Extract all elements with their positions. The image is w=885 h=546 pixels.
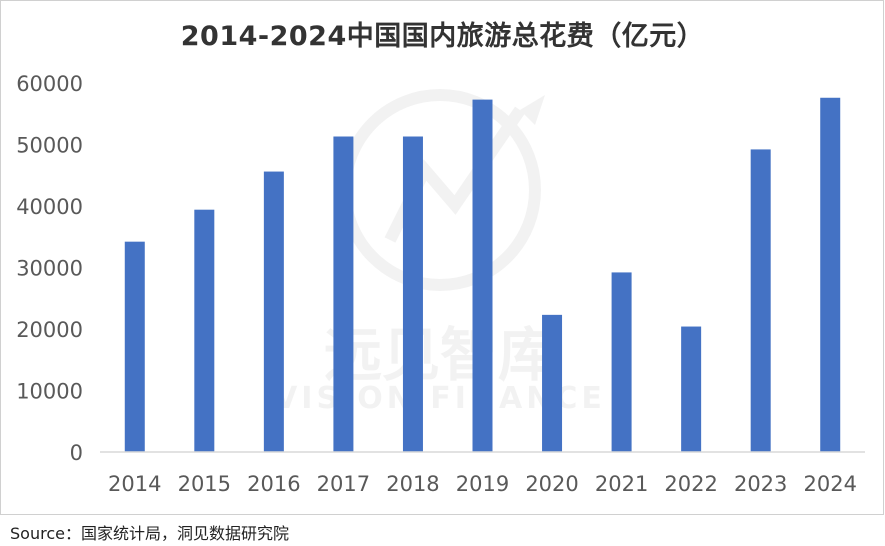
x-tick-label: 2015 xyxy=(178,472,231,496)
x-tick-label: 2022 xyxy=(664,472,717,496)
bar-2017 xyxy=(333,136,354,452)
bar-2016 xyxy=(263,171,284,452)
bar-2018 xyxy=(402,136,423,452)
x-tick-label: 2018 xyxy=(386,472,439,496)
y-tick-label: 20000 xyxy=(16,318,83,342)
y-tick-label: 60000 xyxy=(16,72,83,96)
source-note: Source：国家统计局，洞见数据研究院 xyxy=(10,524,289,543)
y-tick-label: 40000 xyxy=(16,195,83,219)
x-tick-label: 2016 xyxy=(247,472,300,496)
x-tick-label: 2020 xyxy=(525,472,578,496)
y-axis: 0 10000 20000 30000 40000 50000 60000 xyxy=(16,72,83,465)
y-tick-label: 10000 xyxy=(16,380,83,404)
bars xyxy=(124,97,841,453)
x-tick-label: 2019 xyxy=(456,472,509,496)
x-axis: 2014 2015 2016 2017 2018 2019 2020 2021 2022 2023… xyxy=(108,472,857,496)
y-tick-label: 30000 xyxy=(16,257,83,281)
x-tick-label: 2014 xyxy=(108,472,161,496)
bar-2024 xyxy=(820,97,841,452)
bar-2021 xyxy=(611,272,632,452)
chart-frame xyxy=(0,0,884,515)
x-tick-label: 2021 xyxy=(595,472,648,496)
bar-2022 xyxy=(681,326,702,452)
chart-title: 2014-2024中国国内旅游总花费（亿元） xyxy=(180,21,705,52)
bar-2019 xyxy=(472,99,493,452)
y-tick-label: 0 xyxy=(70,441,83,465)
bar-2020 xyxy=(542,314,563,452)
bar-chart: 远见智库 VISION FINANCE 0 10000 20000 30000 4000… xyxy=(16,72,865,496)
watermark: 远见智库 VISION FINANCE xyxy=(274,89,602,416)
bar-2023 xyxy=(750,149,771,453)
bar-2014 xyxy=(124,241,145,452)
y-tick-label: 50000 xyxy=(16,134,83,158)
x-tick-label: 2024 xyxy=(804,472,857,496)
x-tick-label: 2023 xyxy=(734,472,787,496)
watermark-cn: 远见智库 xyxy=(324,321,556,389)
x-tick-label: 2017 xyxy=(317,472,370,496)
bar-2015 xyxy=(194,209,215,452)
